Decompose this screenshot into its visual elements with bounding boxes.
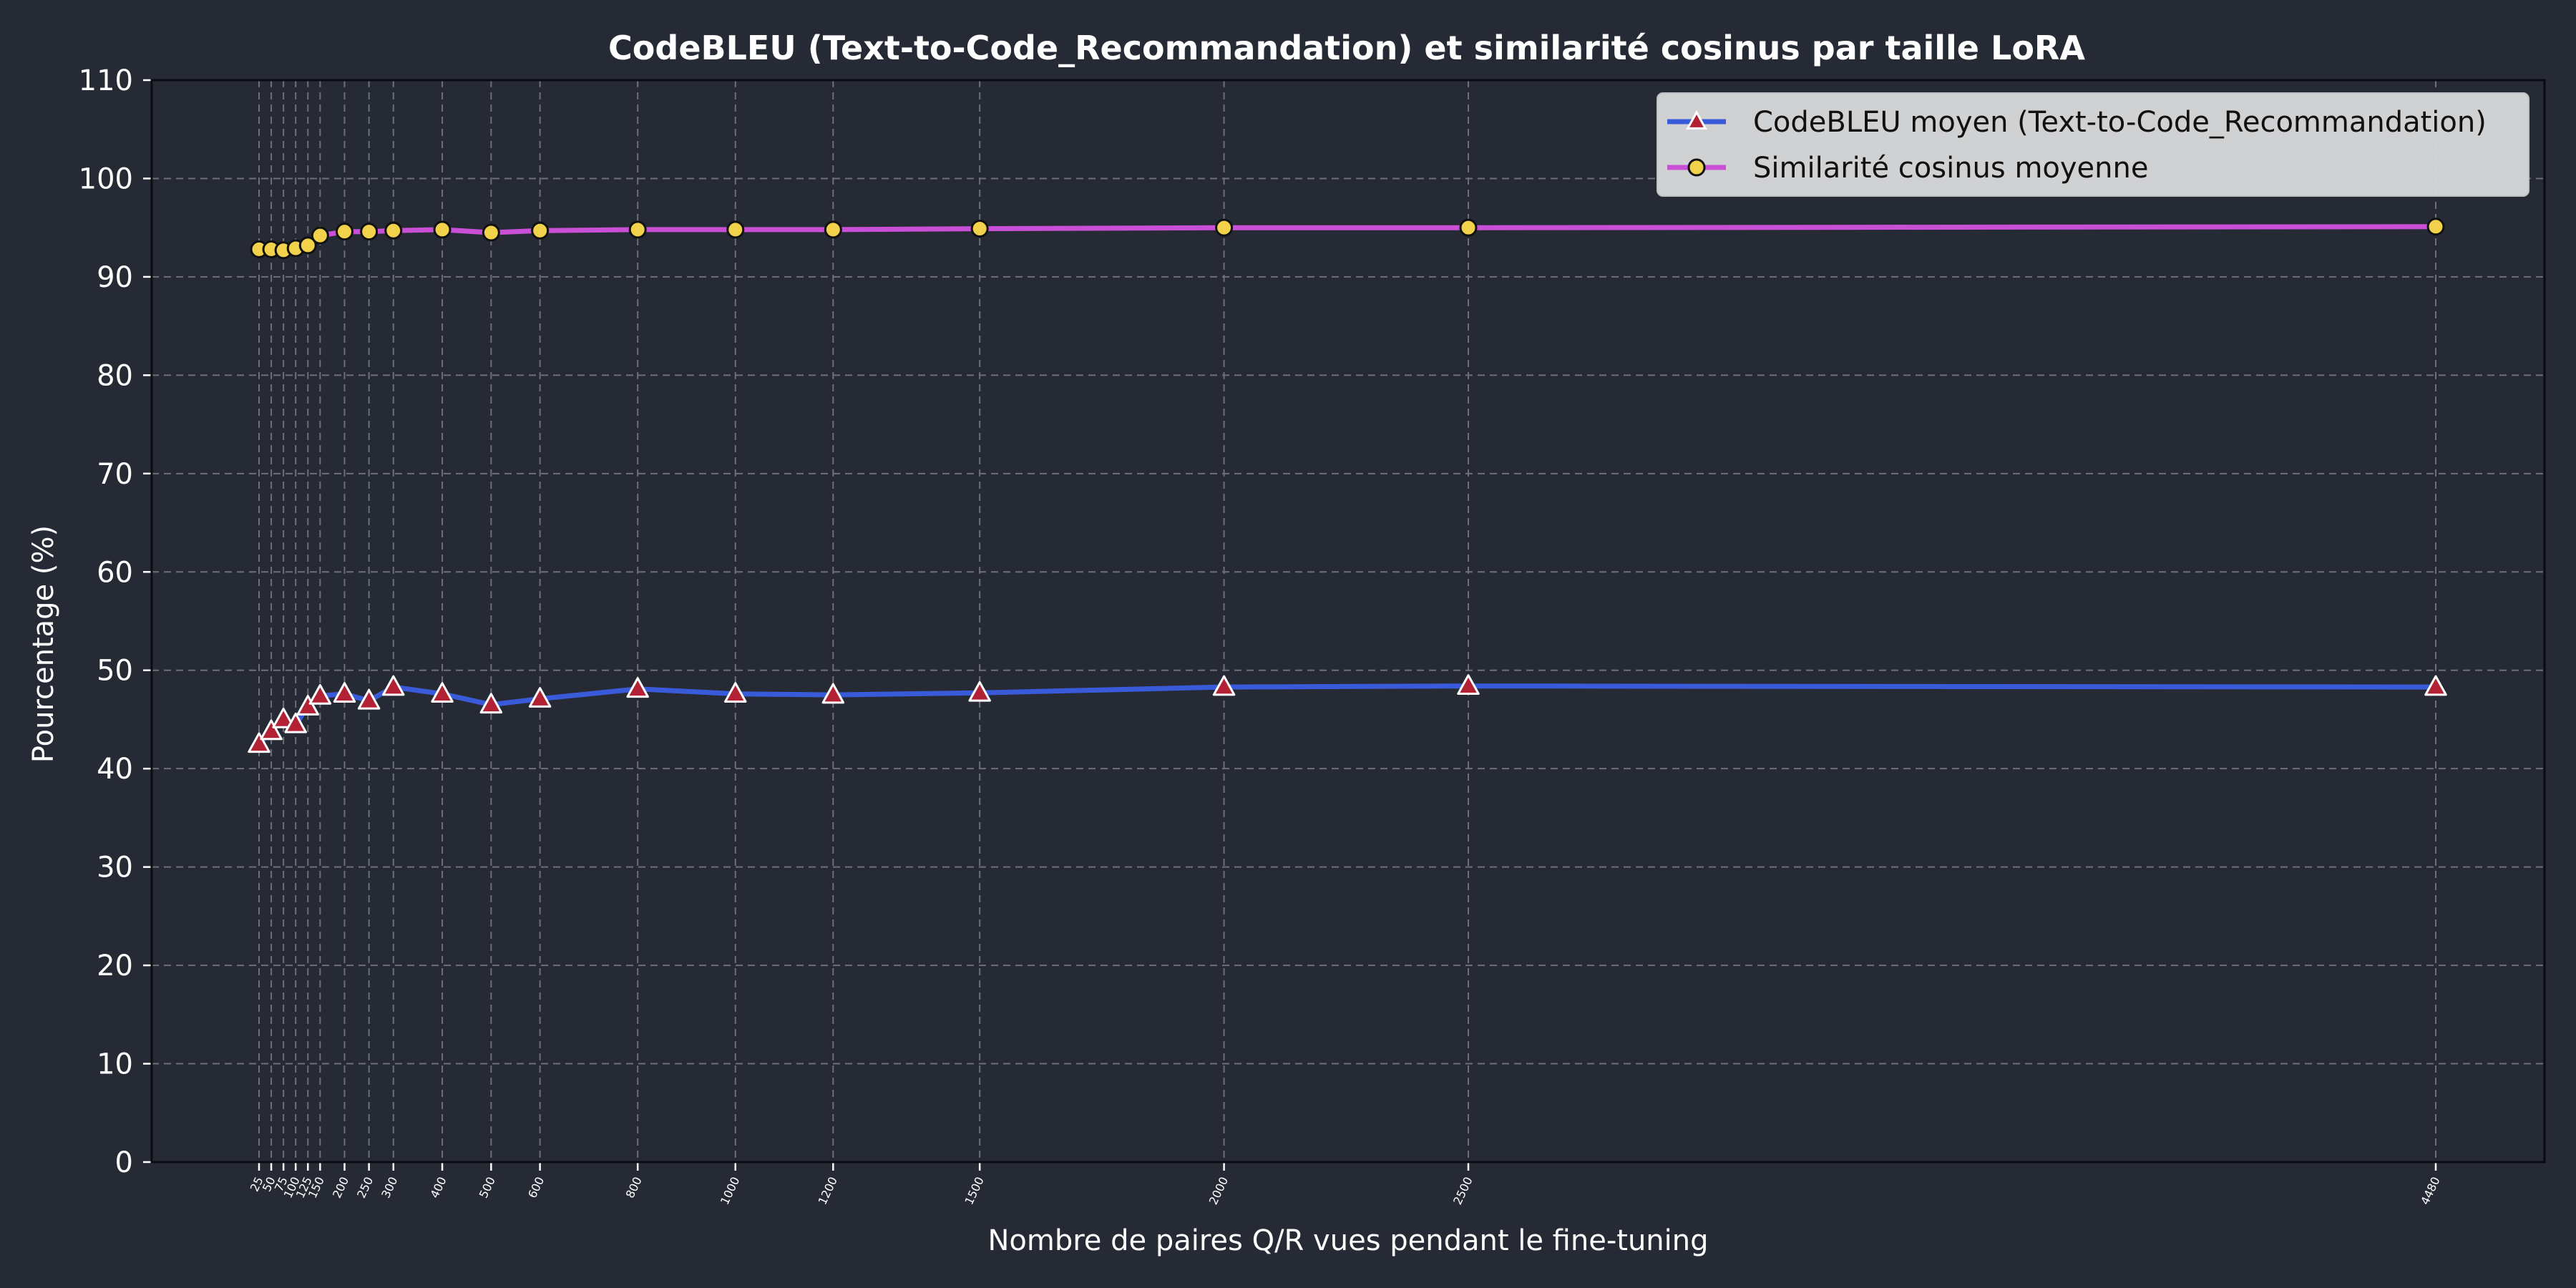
data-point bbox=[284, 712, 307, 733]
y-tick-label: 60 bbox=[97, 556, 133, 589]
data-point bbox=[431, 682, 454, 703]
y-tick-label: 20 bbox=[97, 950, 133, 982]
data-point bbox=[531, 221, 550, 240]
legend-item-2: Similarité cosinus moyenne bbox=[1667, 152, 2148, 185]
y-tick-label: 110 bbox=[79, 64, 133, 97]
data-point bbox=[382, 675, 405, 696]
data-point bbox=[970, 220, 989, 238]
y-tick-label: 80 bbox=[97, 359, 133, 392]
data-point bbox=[626, 677, 649, 698]
axes: 0102030405060708090100110255075100125150… bbox=[79, 64, 2546, 1207]
data-point bbox=[1457, 674, 1480, 696]
y-tick-label: 0 bbox=[115, 1146, 133, 1179]
data-point bbox=[384, 221, 403, 240]
legend: CodeBLEU moyen (Text-to-Code_Recommandat… bbox=[1657, 92, 2529, 197]
data-point bbox=[528, 687, 552, 708]
legend-marker bbox=[1686, 109, 1707, 130]
plot-frame bbox=[150, 79, 2546, 1163]
x-axis-label: Nombre de paires Q/R vues pendant le fin… bbox=[987, 1224, 1708, 1257]
data-point bbox=[482, 223, 500, 242]
y-tick-label: 50 bbox=[97, 655, 133, 688]
data-point bbox=[1212, 675, 1236, 696]
data-point bbox=[433, 220, 452, 239]
y-tick-label: 70 bbox=[97, 458, 133, 491]
y-tick-label: 90 bbox=[97, 261, 133, 294]
y-tick-label: 30 bbox=[97, 852, 133, 884]
y-tick-label: 10 bbox=[97, 1048, 133, 1081]
grid bbox=[152, 80, 2545, 1162]
data-point bbox=[335, 223, 353, 241]
data-point bbox=[248, 732, 270, 753]
data-point bbox=[311, 226, 329, 245]
y-tick-label: 40 bbox=[97, 753, 133, 786]
data-point bbox=[298, 236, 317, 255]
data-point bbox=[724, 682, 747, 703]
data-point bbox=[968, 680, 991, 702]
chart-title: CodeBLEU (Text-to-Code_Recommandation) e… bbox=[608, 29, 2085, 67]
series-2 bbox=[250, 218, 2445, 260]
data-point bbox=[260, 719, 283, 741]
data-point bbox=[357, 688, 381, 710]
legend-marker bbox=[1687, 158, 1706, 177]
legend-label: CodeBLEU moyen (Text-to-Code_Recommandat… bbox=[1753, 106, 2487, 139]
data-point bbox=[628, 220, 647, 239]
y-tick-label: 100 bbox=[79, 162, 133, 195]
data-point bbox=[824, 220, 842, 239]
legend-item-1: CodeBLEU moyen (Text-to-Code_Recommandat… bbox=[1667, 106, 2487, 139]
data-point bbox=[272, 707, 295, 728]
data-point bbox=[726, 220, 745, 239]
legend-box bbox=[1657, 92, 2529, 197]
data-point bbox=[296, 695, 320, 716]
data-point bbox=[2424, 675, 2447, 696]
data-point bbox=[1459, 218, 1478, 237]
data-point bbox=[360, 223, 379, 241]
data-point bbox=[1215, 218, 1234, 237]
data-point bbox=[333, 682, 356, 703]
data-point bbox=[479, 693, 503, 714]
series bbox=[248, 218, 2447, 753]
y-axis-label: Pourcentage (%) bbox=[27, 525, 60, 763]
legend-label: Similarité cosinus moyenne bbox=[1753, 152, 2148, 185]
data-point bbox=[821, 683, 845, 704]
data-point bbox=[2426, 218, 2445, 236]
data-point bbox=[308, 683, 332, 705]
series-1 bbox=[248, 674, 2447, 753]
